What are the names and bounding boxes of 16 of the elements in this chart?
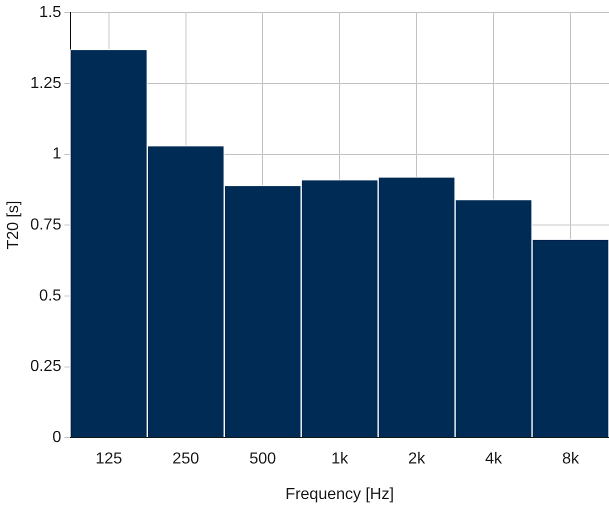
x-axis-title: Frequency [Hz] xyxy=(285,486,394,503)
x-tick-label: 250 xyxy=(172,450,200,468)
x-tick-label: 125 xyxy=(95,450,122,468)
y-tick-label: 0.25 xyxy=(30,358,62,376)
y-tick-label: 0.5 xyxy=(39,287,62,304)
x-tick-label: 8k xyxy=(562,450,580,468)
x-tick-label: 2k xyxy=(408,450,426,468)
x-tick-label: 1k xyxy=(331,450,350,468)
y-axis-title: T20 [s] xyxy=(5,200,22,250)
y-tick-label: 1 xyxy=(52,146,62,163)
y-tick-label: 1.25 xyxy=(30,74,62,92)
y-tick-label: 1.5 xyxy=(39,4,62,22)
y-tick-label: 0 xyxy=(52,429,62,446)
x-tick-label: 4k xyxy=(485,450,504,468)
y-tick-label: 0.75 xyxy=(30,216,62,234)
x-tick-label: 500 xyxy=(249,450,276,468)
